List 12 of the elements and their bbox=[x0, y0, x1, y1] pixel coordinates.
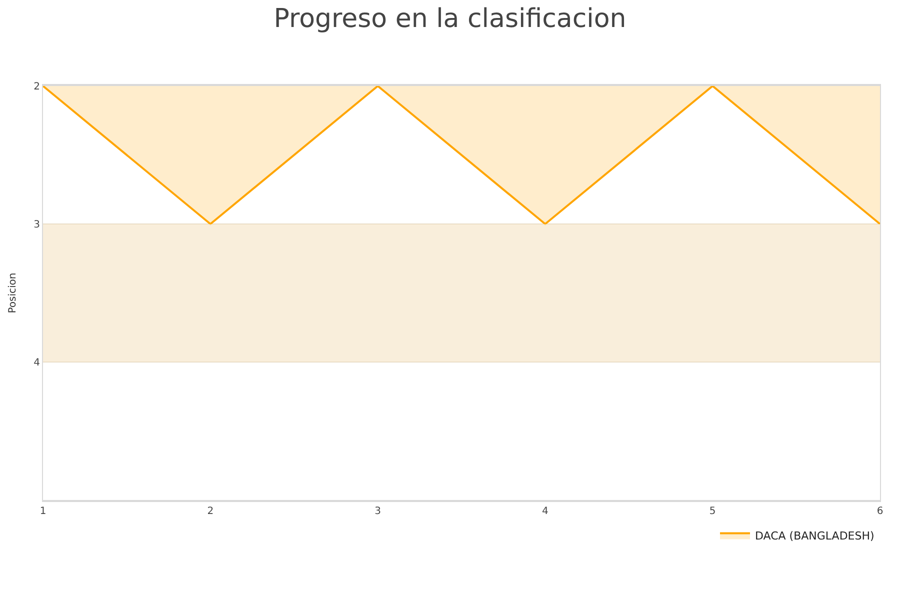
chart-title: Progreso en la clasificacion bbox=[274, 4, 626, 34]
legend-label: DACA (BANGLADESH) bbox=[755, 529, 874, 542]
x-tick-label: 6 bbox=[876, 506, 884, 517]
x-tick-label: 5 bbox=[709, 506, 716, 517]
x-tick-label: 1 bbox=[40, 506, 46, 517]
y-tick-label: 4 bbox=[34, 358, 40, 368]
x-tick-label: 2 bbox=[207, 506, 214, 517]
y-axis-title: Posicion bbox=[8, 272, 19, 314]
x-tick-label: 3 bbox=[374, 506, 381, 517]
y-tick-label: 3 bbox=[34, 220, 40, 230]
x-tick-label: 4 bbox=[542, 506, 548, 517]
y-tick-label: 2 bbox=[34, 82, 40, 92]
